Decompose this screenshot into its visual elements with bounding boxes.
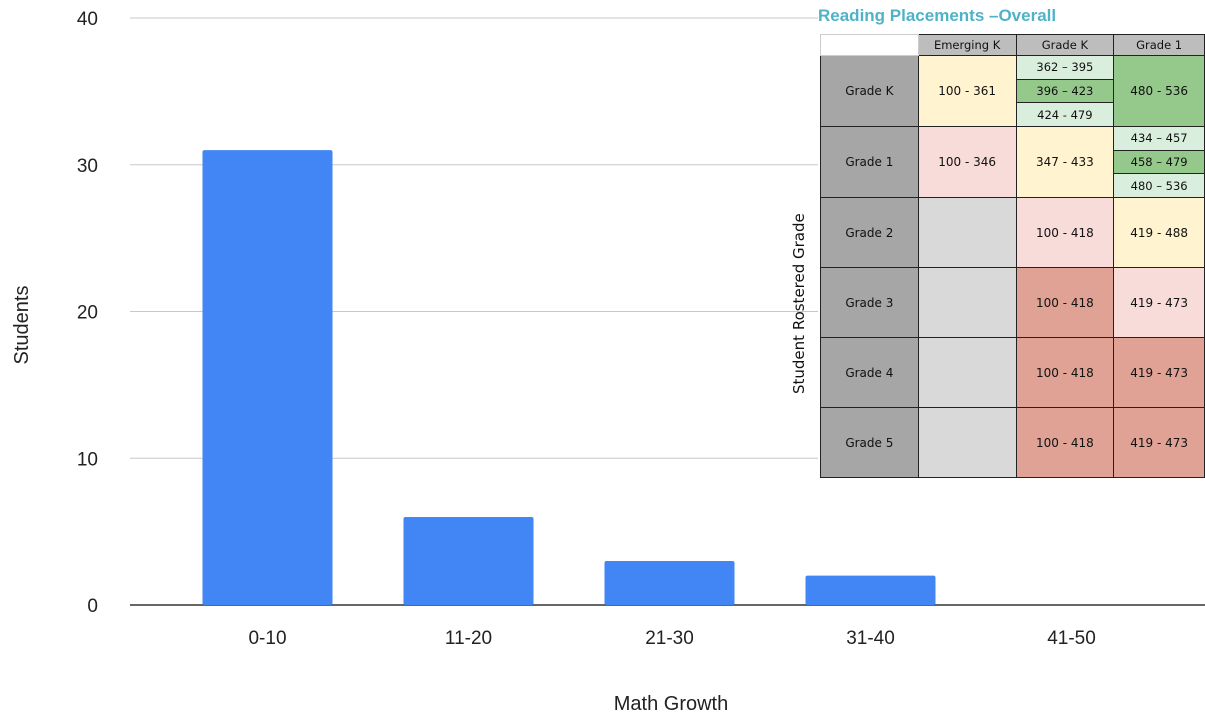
y-tick-label: 0 [87, 596, 98, 617]
column-header: Grade 1 [1113, 34, 1205, 56]
table-cell [917, 337, 1017, 408]
table-cell: 419 - 473 [1113, 407, 1205, 478]
table-row: Grade 4 100 - 418 419 - 473 [820, 337, 1205, 408]
table-cell: 100 - 418 [1015, 197, 1115, 268]
table-row: Grade 1 100 - 346 347 - 433 434 – 457 458 – … [820, 126, 1205, 198]
inset-title: Reading Placements –Overall [818, 6, 1057, 25]
table-cell: 419 - 473 [1113, 267, 1205, 338]
y-tick-label: 40 [77, 9, 98, 30]
table-cell [917, 407, 1017, 478]
x-tick-label: 0-10 [248, 628, 286, 649]
sub-range: 434 – 457 [1114, 127, 1204, 151]
y-tick-labels: 0 10 20 30 40 [77, 9, 98, 617]
inset-y-axis-title: Student Rostered Grade [790, 213, 808, 394]
table-cell: 362 – 395 396 – 423 424 - 479 [1015, 55, 1115, 127]
column-header: Emerging K [917, 34, 1017, 56]
bars [202, 150, 936, 605]
table-cell [917, 267, 1017, 338]
row-header: Grade 5 [820, 407, 919, 478]
y-tick-label: 30 [77, 156, 98, 177]
header-corner [820, 34, 919, 56]
table-row: Grade K 100 - 361 362 – 395 396 – 423 424 - … [820, 55, 1205, 127]
reading-placements-table: Emerging K Grade K Grade 1 Grade K 100 - … [820, 34, 1205, 478]
table-cell: 100 - 346 [917, 126, 1017, 198]
row-header: Grade 4 [820, 337, 919, 408]
table-cell: 347 - 433 [1015, 126, 1115, 198]
y-tick-label: 10 [77, 449, 98, 470]
sub-range: 480 – 536 [1114, 174, 1204, 197]
x-tick-label: 41-50 [1047, 628, 1096, 649]
reading-placements-inset: Reading Placements –Overall Emerging K G… [818, 6, 1205, 478]
table-cell: 100 - 418 [1015, 267, 1115, 338]
table-cell: 100 - 418 [1015, 407, 1115, 478]
x-tick-labels: 0-10 11-20 21-30 31-40 41-50 [248, 628, 1095, 649]
sub-range: 396 – 423 [1017, 79, 1113, 104]
sub-range: 458 – 479 [1114, 150, 1204, 175]
table-cell: 480 - 536 [1113, 55, 1205, 127]
table-row: Grade 2 100 - 418 419 - 488 [820, 197, 1205, 268]
y-axis-title: Students [11, 286, 33, 365]
table-cell: 419 - 488 [1113, 197, 1205, 268]
table-cell: 100 - 361 [917, 55, 1017, 127]
table-cell [917, 197, 1017, 268]
row-header: Grade 1 [820, 126, 919, 198]
x-tick-label: 31-40 [846, 628, 895, 649]
x-tick-label: 11-20 [445, 628, 492, 649]
row-header: Grade 3 [820, 267, 919, 338]
table-body: Grade K 100 - 361 362 – 395 396 – 423 424 - … [820, 55, 1205, 478]
sub-range: 424 - 479 [1017, 103, 1113, 126]
bar-11-20 [403, 516, 534, 605]
row-header: Grade 2 [820, 197, 919, 268]
bar-21-30 [604, 560, 735, 605]
row-header: Grade K [820, 55, 919, 127]
sub-range: 362 – 395 [1017, 56, 1113, 80]
table-row: Grade 3 100 - 418 419 - 473 [820, 267, 1205, 338]
table-row: Grade 5 100 - 418 419 - 473 [820, 407, 1205, 478]
x-axis-title: Math Growth [614, 693, 728, 714]
column-header: Grade K [1015, 34, 1115, 56]
bar-0-10 [202, 150, 333, 605]
table-cell: 419 - 473 [1113, 337, 1205, 408]
table-header-row: Emerging K Grade K Grade 1 [820, 34, 1205, 56]
bar-31-40 [805, 575, 936, 605]
table-cell: 100 - 418 [1015, 337, 1115, 408]
table-cell: 434 – 457 458 – 479 480 – 536 [1113, 126, 1205, 198]
y-tick-label: 20 [77, 303, 98, 324]
x-tick-label: 21-30 [645, 628, 694, 649]
